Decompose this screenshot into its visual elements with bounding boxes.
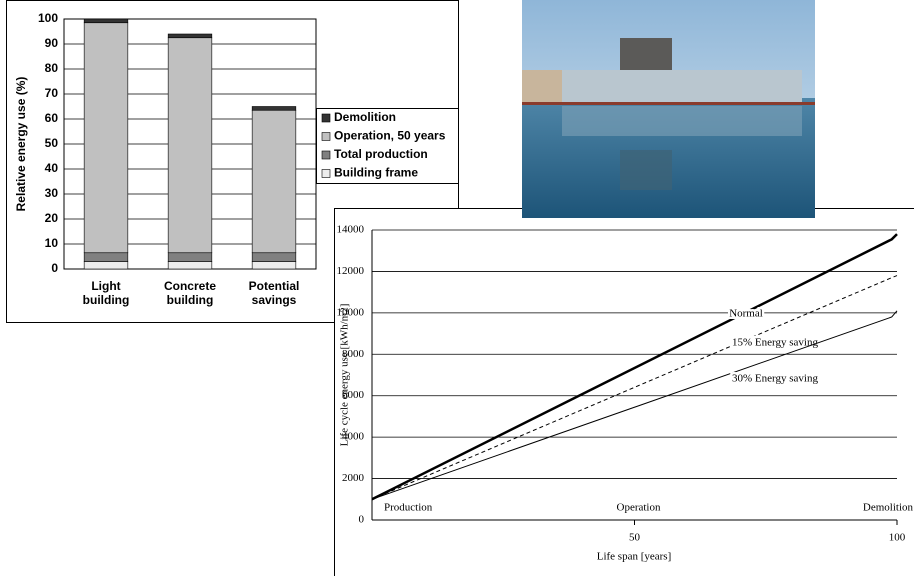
y-axis-label: Relative energy use (%) (14, 77, 28, 212)
photo-reflection (562, 106, 802, 136)
y-tick-label: 14000 (337, 224, 365, 236)
legend-label: Building frame (334, 166, 418, 180)
photo (522, 0, 815, 218)
bar-segment (84, 253, 128, 262)
legend-label: Total production (334, 147, 428, 161)
series-label: Normal (729, 308, 763, 320)
bar-segment (252, 110, 296, 253)
legend-swatch (322, 151, 330, 159)
chart-2: Life cycle energy use [kWh/m2] Life span… (335, 209, 914, 576)
y-tick-label: 30 (45, 186, 59, 200)
y-tick-label: 6000 (342, 389, 365, 401)
y-tick-label: 20 (45, 211, 59, 225)
bar-segment (168, 38, 212, 253)
y-tick-label: 70 (45, 86, 59, 100)
bar-segment (168, 262, 212, 270)
legend-label: Demolition (334, 110, 396, 124)
legend-swatch (322, 133, 330, 141)
phase-label: Demolition (863, 502, 914, 514)
y-tick-label: 80 (45, 61, 59, 75)
legend-swatch (322, 170, 330, 178)
y-tick-label: 12000 (337, 265, 365, 277)
bar-segment (168, 253, 212, 262)
bar-segment (252, 253, 296, 262)
y-tick-label: 100 (38, 11, 58, 25)
y-tick-label: 40 (45, 161, 59, 175)
phase-label: Production (384, 502, 433, 514)
y-tick-label: 50 (45, 136, 59, 150)
y-tick-label: 0 (359, 514, 365, 526)
bar-segment (168, 34, 212, 38)
bar-segment (84, 19, 128, 23)
series-label: 30% Energy saving (732, 373, 818, 385)
photo-quay (522, 102, 815, 105)
screen: Relative energy use (%) 0 10 20 30 40 50 60 70 8… (0, 0, 914, 576)
photo-hall (562, 70, 802, 102)
y-tick-label: 90 (45, 36, 59, 50)
x-tick-label: Potential savings (242, 279, 306, 307)
y-tick-label: 2000 (342, 472, 365, 484)
x-tick-label: Concrete building (158, 279, 222, 307)
x-tick-label: 100 (889, 532, 906, 544)
bar-segment (252, 262, 296, 270)
y-tick-label: 60 (45, 111, 59, 125)
legend-label: Operation, 50 years (334, 129, 446, 143)
legend-swatch (322, 114, 330, 122)
y-tick-label: 10 (45, 236, 59, 250)
x-tick-label: Light building (74, 279, 138, 307)
x-tick-label: 50 (629, 532, 641, 544)
bar-segment (84, 262, 128, 270)
y-tick-label: 4000 (342, 431, 365, 443)
y-tick-label: 8000 (342, 348, 365, 360)
y-axis-label: Life cycle energy use [kWh/m2] (339, 304, 351, 447)
photo-reflection (620, 150, 672, 190)
y-tick-label: 0 (51, 261, 58, 275)
phase-label: Operation (617, 502, 661, 514)
bar-segment (84, 23, 128, 253)
x-axis-label: Life span [years] (597, 551, 672, 563)
bar-segment (252, 107, 296, 111)
y-tick-label: 10000 (337, 306, 365, 318)
